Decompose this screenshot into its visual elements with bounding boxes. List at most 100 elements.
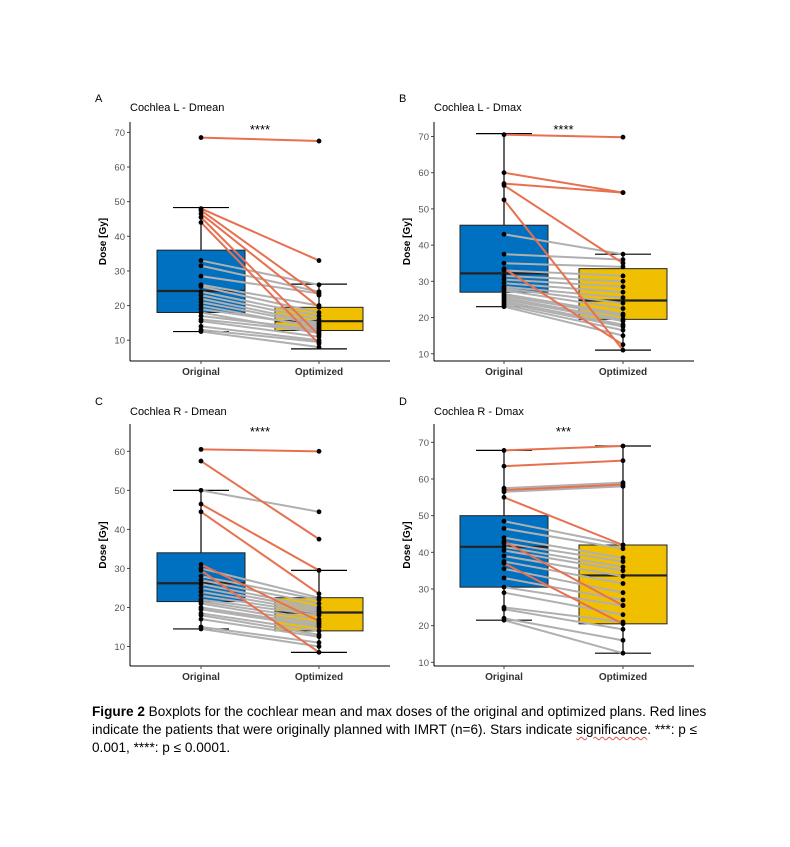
patient-line-imrt: [200, 213, 320, 309]
y-tick-label: 30: [418, 277, 429, 288]
data-point-optimized: [620, 284, 626, 290]
patient-line-other: [200, 328, 320, 343]
y-tick-label: 20: [114, 603, 125, 614]
x-tick-label: Optimized: [599, 367, 647, 378]
data-point-original: [198, 211, 204, 217]
data-point-optimized: [316, 597, 322, 603]
data-point-optimized: [620, 264, 626, 270]
chart-panel-b: B Cochlea L - Dmax **** Dose [Gy] 10 20 30 40 50…: [399, 93, 694, 378]
data-point-original: [198, 487, 204, 493]
caption-text-1: Boxplots for the cochlear mean and max d…: [92, 704, 707, 737]
patient-line-imrt: [200, 216, 320, 336]
patient-line-imrt: [200, 221, 320, 345]
patient-line-other: [503, 289, 624, 310]
data-point-optimized: [316, 448, 322, 454]
data-point-original: [501, 575, 507, 581]
data-point-optimized: [316, 628, 322, 634]
data-point-optimized: [316, 304, 322, 310]
data-point-original: [198, 306, 204, 312]
patient-line-other: [503, 274, 624, 283]
x-tick-label: Original: [182, 367, 220, 378]
patient-line-imrt: [503, 184, 624, 265]
patient-line-other: [200, 627, 320, 648]
chart-panel-d: D Cochlea R - Dmax *** Dose [Gy] 10 20 30 40 50 6…: [399, 396, 694, 683]
data-point-optimized: [316, 329, 322, 334]
y-tick-label: 60: [114, 163, 125, 174]
patient-line-other: [200, 283, 320, 307]
data-point-optimized: [316, 536, 322, 542]
data-point-original: [198, 292, 204, 298]
patient-line-other: [503, 485, 624, 493]
patient-line-other: [200, 608, 320, 628]
data-point-original: [198, 258, 204, 263]
data-point-original: [198, 313, 204, 319]
y-axis-label: Dose [Gy]: [402, 218, 413, 265]
panel-title: Cochlea L - Dmax: [434, 102, 522, 114]
y-tick-label: 30: [114, 564, 125, 575]
patient-line-imrt: [200, 209, 320, 297]
x-tick-label: Original: [485, 367, 523, 378]
data-point-original: [198, 593, 204, 599]
y-tick-label: 50: [114, 486, 125, 497]
data-point-optimized: [620, 626, 626, 632]
patient-line-other: [200, 285, 320, 314]
patient-line-other: [200, 606, 320, 627]
y-tick-label: 40: [418, 548, 429, 559]
data-point-optimized: [316, 282, 322, 288]
figure-panels: A Cochlea L - Dmean **** Dose [Gy] 10 20 30 40 5…: [95, 93, 694, 683]
patient-line-other: [503, 302, 624, 328]
patient-line-other: [200, 602, 320, 625]
data-point-original: [198, 577, 204, 583]
data-point-original: [198, 220, 204, 225]
data-point-original: [198, 318, 204, 324]
patient-line-other: [200, 325, 320, 342]
y-tick-label: 70: [114, 128, 125, 139]
y-tick-label: 50: [114, 197, 125, 208]
significance-stars: ***: [556, 424, 571, 439]
data-point-original: [501, 448, 507, 453]
data-point-original: [501, 182, 507, 188]
data-point-optimized: [620, 542, 626, 548]
data-point-original: [198, 296, 204, 302]
data-point-original: [198, 626, 204, 632]
panel-label: B: [399, 93, 406, 105]
patient-line-other: [200, 320, 320, 338]
data-point-original: [198, 273, 204, 279]
patient-line-other: [200, 590, 320, 613]
y-tick-label: 40: [114, 232, 125, 243]
caption-text-3: . ***: p ≤ 0.001, ****: p ≤ 0.0001.: [92, 722, 698, 755]
y-tick-label: 50: [418, 204, 429, 215]
data-point-optimized: [316, 640, 322, 645]
data-point-optimized: [620, 289, 626, 295]
data-point-original: [501, 487, 507, 493]
patient-line-other: [503, 300, 624, 326]
patient-line-imrt: [200, 569, 320, 654]
patient-line-imrt: [503, 496, 624, 546]
x-tick-label: Original: [182, 672, 220, 683]
patient-line-other: [503, 282, 624, 294]
panel-title: Cochlea R - Dmean: [130, 406, 227, 418]
data-point-original: [501, 584, 507, 590]
y-tick-label: 10: [114, 336, 125, 347]
patient-line-other: [503, 481, 624, 490]
data-point-optimized: [316, 313, 322, 319]
panel-label: C: [95, 396, 103, 408]
patient-line-other: [503, 285, 624, 299]
significance-stars: ****: [250, 122, 270, 137]
data-point-optimized: [316, 634, 322, 640]
patient-line-imrt: [200, 448, 320, 453]
data-point-original: [198, 329, 204, 334]
patient-line-other: [503, 305, 624, 337]
patient-line-other: [503, 536, 624, 559]
data-point-original: [501, 590, 507, 596]
patient-line-other: [200, 583, 320, 609]
data-point-original: [198, 299, 204, 305]
data-point-original: [501, 251, 507, 257]
y-axis-label: Dose [Gy]: [402, 521, 413, 568]
patient-line-imrt: [503, 562, 624, 625]
data-point-optimized: [620, 134, 626, 140]
patient-line-imrt: [503, 199, 624, 351]
data-point-optimized: [620, 581, 626, 586]
data-point-optimized: [620, 603, 626, 608]
data-point-optimized: [316, 601, 322, 606]
